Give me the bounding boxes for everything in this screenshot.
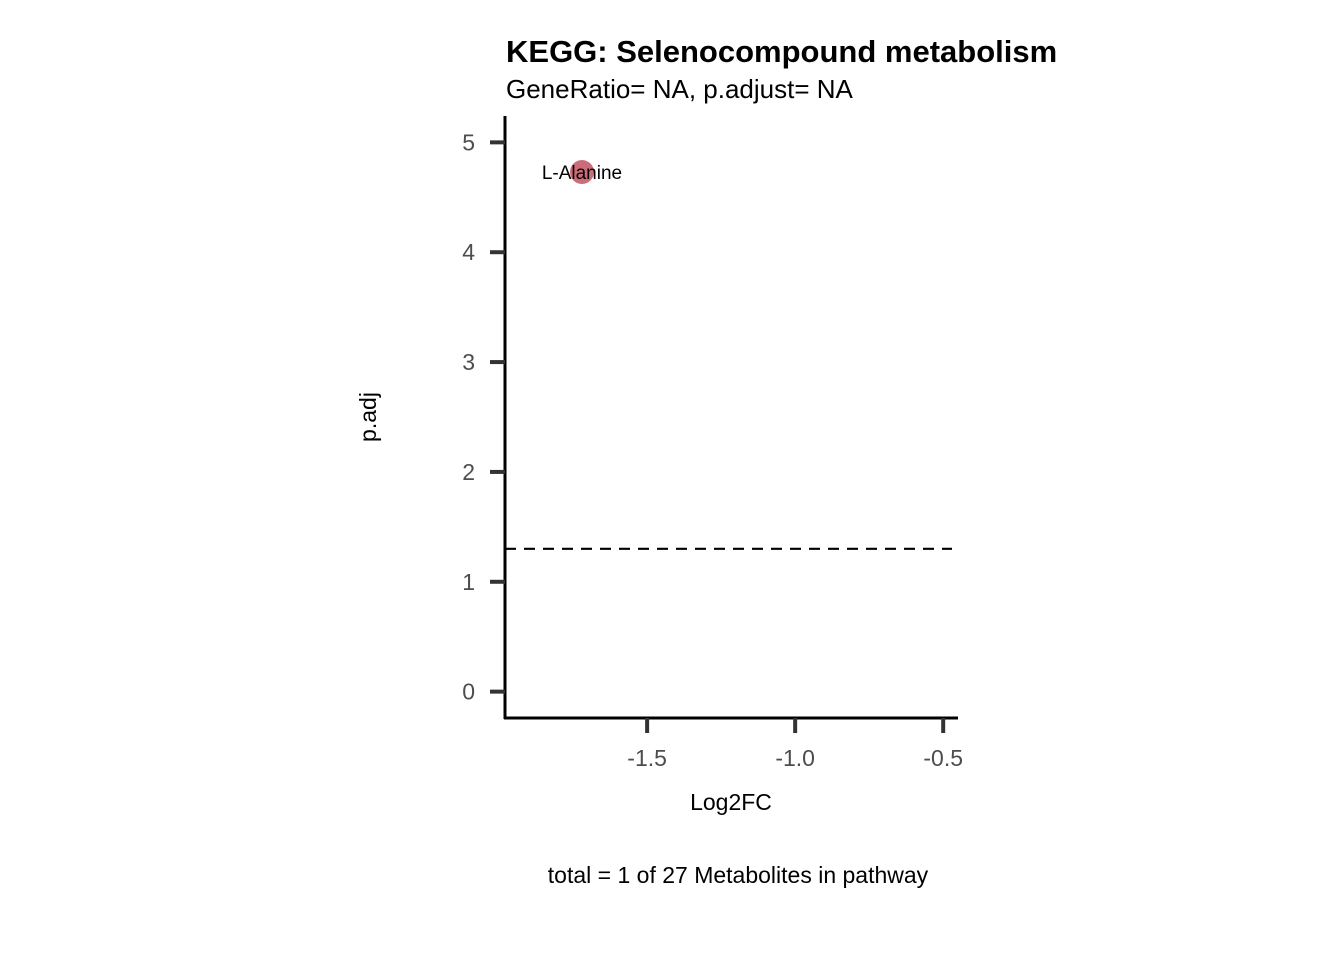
data-point-label: L-Alanine: [542, 163, 622, 184]
y-tick-label: 5: [462, 129, 475, 155]
axes: [503, 116, 958, 720]
x-axis-title: Log2FC: [690, 789, 772, 815]
x-tick-label: -0.5: [923, 745, 963, 771]
x-tick-label: -1.5: [627, 745, 667, 771]
data-point: [569, 160, 594, 185]
chart-title: KEGG: Selenocompound metabolism: [506, 34, 1057, 69]
x-ticks: -1.5 -1.0 -0.5: [627, 718, 963, 771]
y-tick-label: 4: [462, 239, 475, 265]
chart-caption: total = 1 of 27 Metabolites in pathway: [548, 862, 929, 888]
chart-subtitle: GeneRatio= NA, p.adjust= NA: [506, 74, 854, 104]
y-ticks: 0 1 2 3 4 5: [462, 129, 505, 705]
points-layer: L-Alanine: [542, 160, 622, 185]
y-tick-label: 2: [462, 459, 475, 485]
y-axis-title: p.adj: [355, 392, 381, 442]
y-tick-label: 0: [462, 679, 475, 705]
y-tick-label: 3: [462, 349, 475, 375]
y-tick-label: 1: [462, 569, 475, 595]
x-tick-label: -1.0: [775, 745, 815, 771]
